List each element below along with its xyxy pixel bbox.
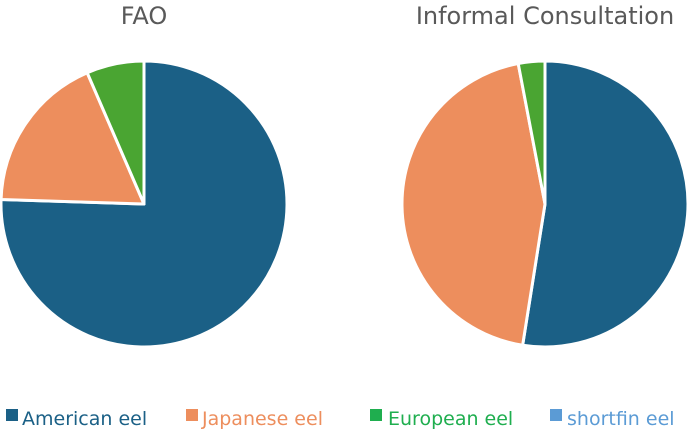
pie-slice-japanese-eel (0, 71, 146, 206)
pie-fao (0, 59, 289, 349)
pie-informal-consultation (400, 59, 690, 349)
legend-swatch-japanese-eel (186, 409, 198, 421)
pie-slice-european-eel (516, 59, 547, 206)
legend-entry-japanese-eel: Japanese eel (186, 408, 323, 430)
legend: American eel Japanese eel European eel s… (6, 408, 675, 430)
legend-swatch-european-eel (370, 409, 382, 421)
legend-label-american-eel: American eel (22, 408, 147, 430)
chart-title-fao: FAO (121, 2, 168, 30)
pie-slice-american-eel (521, 59, 690, 349)
legend-label-japanese-eel: Japanese eel (201, 408, 323, 430)
legend-swatch-shortfin-eel (550, 409, 562, 421)
legend-swatch-american-eel (6, 409, 18, 421)
legend-entry-european-eel: European eel (370, 408, 513, 430)
pie-slice-japanese-eel (400, 62, 547, 347)
legend-entry-shortfin-eel: shortfin eel (550, 408, 675, 430)
pie-slice-european-eel (85, 59, 146, 206)
legend-label-shortfin-eel: shortfin eel (567, 408, 675, 430)
legend-entry-american-eel: American eel (6, 408, 147, 430)
chart-title-informal-consultation: Informal Consultation (416, 2, 674, 30)
legend-label-european-eel: European eel (388, 408, 513, 430)
